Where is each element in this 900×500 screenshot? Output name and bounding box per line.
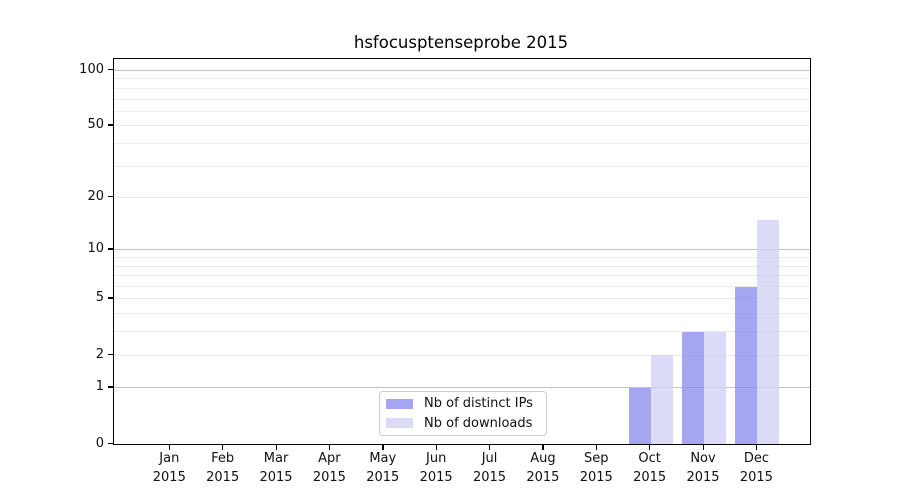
x-tick	[649, 444, 651, 450]
gridline-minor	[114, 87, 810, 89]
x-tick-label-year: 2015	[686, 470, 720, 485]
gridline-major	[114, 387, 810, 389]
x-tick-label: Aug 2015	[513, 449, 573, 487]
x-tick	[275, 444, 277, 450]
y-tick-label: 5	[95, 290, 104, 306]
legend-swatch-downloads	[386, 418, 413, 429]
y-tick	[108, 124, 113, 126]
y-tick	[108, 442, 113, 444]
x-tick-label: Jun 2015	[406, 449, 466, 487]
x-tick-label-year: 2015	[419, 470, 453, 485]
gridline-minor	[114, 286, 810, 288]
x-tick-label-year: 2015	[472, 470, 507, 485]
legend-item-distinct-ips: Nb of distinct IPs	[386, 396, 538, 412]
x-tick-label: Apr 2015	[299, 449, 359, 487]
x-tick-label-month: Mar	[263, 451, 289, 466]
x-tick-label-month: Jul	[481, 451, 498, 466]
x-tick-label-year: 2015	[526, 470, 560, 485]
gridline-minor	[114, 78, 810, 80]
legend-item-downloads: Nb of downloads	[386, 416, 538, 432]
x-tick-label: Sep 2015	[566, 449, 626, 487]
gridline-minor	[114, 197, 810, 199]
x-tick-label-year: 2015	[579, 470, 613, 485]
x-tick-label-month: Feb	[211, 451, 235, 466]
x-tick-label-month: Jun	[426, 451, 447, 466]
bar-nb-of-downloads-dec-2015	[757, 219, 780, 444]
x-tick	[435, 444, 437, 450]
x-tick-label-month: Nov	[690, 451, 716, 466]
x-tick-label-month: Jan	[159, 451, 180, 466]
y-tick	[108, 196, 113, 198]
x-tick-label-year: 2015	[259, 470, 293, 485]
x-tick	[222, 444, 224, 450]
bar-nb-of-distinct-ips-nov-2015	[682, 331, 705, 444]
gridline-minor	[114, 110, 810, 112]
x-tick-label: Dec 2015	[726, 449, 786, 487]
gridline-minor	[114, 165, 810, 167]
gridline-major	[114, 70, 810, 71]
bar-nb-of-downloads-oct-2015	[650, 355, 673, 444]
x-tick-label: May 2015	[353, 449, 413, 487]
x-tick-label-month: May	[369, 451, 397, 466]
x-tick	[328, 444, 331, 450]
bar-nb-of-distinct-ips-oct-2015	[628, 387, 651, 444]
bar-nb-of-downloads-nov-2015	[704, 331, 727, 444]
legend-label-downloads: Nb of downloads	[424, 415, 533, 431]
x-tick-label: Feb 2015	[193, 449, 253, 487]
y-tick-label: 0	[95, 435, 104, 451]
x-tick	[702, 444, 704, 450]
chart-title: hsfocusptenseprobe 2015	[353, 33, 569, 52]
y-tick	[108, 353, 113, 355]
x-tick	[168, 444, 171, 450]
gridline-minor	[114, 257, 810, 259]
x-tick	[489, 444, 491, 450]
x-tick-label-year: 2015	[312, 470, 346, 485]
legend-swatch-distinct-ips	[386, 398, 413, 409]
x-tick-label-month: Apr	[318, 451, 341, 466]
gridline-minor	[114, 275, 810, 277]
y-tick	[108, 248, 113, 250]
gridline-minor	[114, 298, 810, 300]
gridline-minor	[114, 331, 810, 333]
gridline-minor	[114, 98, 810, 100]
y-tick	[108, 297, 113, 299]
y-tick-label: 2	[95, 346, 104, 362]
bar-nb-of-distinct-ips-dec-2015	[735, 286, 758, 444]
gridline-minor	[114, 265, 810, 267]
y-tick	[108, 386, 113, 388]
y-tick-label: 10	[87, 241, 104, 257]
legend: Nb of distinct IPs Nb of downloads	[379, 391, 547, 436]
y-tick-label: 20	[87, 189, 104, 205]
x-tick-label-year: 2015	[739, 470, 773, 485]
gridline-minor	[114, 313, 810, 315]
x-tick-label-month: Aug	[530, 451, 556, 466]
y-tick-label: 100	[79, 62, 104, 77]
gridline-minor	[114, 125, 810, 127]
x-tick-label-month: Dec	[743, 451, 769, 466]
x-tick-label-year: 2015	[366, 470, 400, 485]
legend-label-distinct-ips: Nb of distinct IPs	[424, 396, 533, 412]
y-tick-label: 50	[87, 117, 104, 133]
x-tick	[542, 444, 544, 450]
x-tick-label: Oct 2015	[620, 449, 680, 487]
x-tick	[755, 444, 758, 450]
gridline-minor	[114, 142, 810, 144]
x-tick-label: Jul 2015	[460, 449, 520, 487]
gridline-major	[114, 249, 810, 251]
x-tick-label-year: 2015	[152, 470, 186, 485]
x-tick-label-month: Oct	[638, 451, 661, 466]
y-tick-label: 1	[95, 379, 104, 395]
x-tick	[595, 444, 598, 450]
x-tick	[382, 444, 384, 450]
x-tick-label-year: 2015	[206, 470, 240, 485]
x-tick-label: Nov 2015	[673, 449, 733, 487]
gridline-minor	[114, 354, 810, 356]
x-tick-label: Jan 2015	[139, 449, 199, 487]
y-tick	[108, 69, 113, 71]
x-tick-label: Mar 2015	[246, 449, 306, 487]
x-tick-label-month: Sep	[584, 451, 609, 466]
x-tick-label-year: 2015	[633, 470, 667, 485]
plot-area	[113, 58, 811, 445]
